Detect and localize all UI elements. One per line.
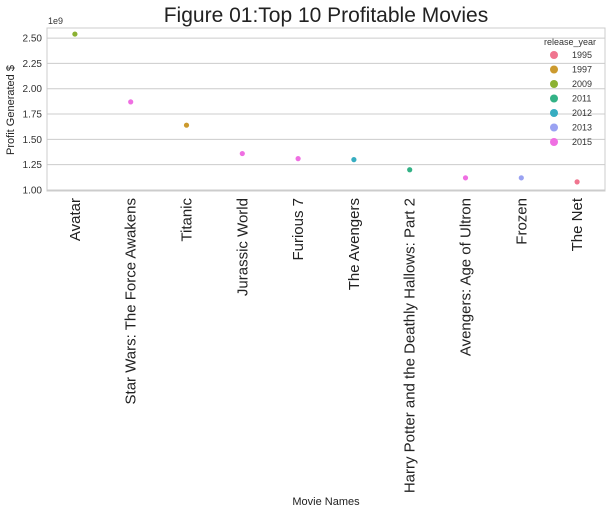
- legend-marker: [550, 51, 558, 59]
- x-tick-label: Jurassic World: [234, 198, 251, 296]
- y-tick-label: 1.00: [23, 185, 43, 196]
- x-tick-label: Avengers: Age of Ultron: [458, 198, 475, 356]
- legend-label: 2012: [572, 108, 592, 118]
- data-point: [351, 157, 357, 163]
- x-tick-label: Harry Potter and the Deathly Hallows: Pa…: [402, 198, 419, 493]
- y-tick-label: 2.00: [23, 84, 43, 95]
- legend-label: 2013: [572, 123, 592, 133]
- legend: release_year 1995 1997 2009 2011 2012 2013 201…: [544, 37, 596, 147]
- legend-title: release_year: [544, 37, 596, 47]
- data-point: [72, 31, 78, 37]
- legend-marker: [550, 109, 558, 117]
- legend-marker: [550, 65, 558, 74]
- x-tick-label: Star Wars: The Force Awakens: [123, 198, 140, 404]
- data-point: [295, 156, 301, 162]
- x-tick-label: Avatar: [67, 198, 84, 241]
- x-tick-label: Furious 7: [290, 198, 307, 261]
- data-point: [128, 99, 134, 105]
- legend-marker: [550, 94, 558, 103]
- plot-frame: [46, 27, 606, 192]
- x-tick-label: The Net: [569, 197, 586, 251]
- y-tick-label: 2.25: [23, 59, 43, 70]
- data-point: [407, 167, 413, 173]
- legend-marker: [550, 138, 558, 146]
- x-tick-label: Titanic: [179, 198, 196, 242]
- y-tick-label: 2.50: [23, 34, 43, 45]
- grid: [47, 37, 605, 191]
- legend-items: 1995 1997 2009 2011 2012 2013 2015: [550, 50, 592, 147]
- y-ticks: 1.00 1.25 1.50 1.75 2.00 2.25 2.50: [23, 34, 43, 197]
- y-tick-label: 1.75: [23, 110, 43, 121]
- x-tick-label: Frozen: [513, 198, 530, 245]
- legend-marker: [550, 80, 558, 88]
- legend-label: 2015: [572, 137, 592, 147]
- legend-label: 1995: [572, 50, 592, 60]
- legend-label: 2011: [572, 94, 591, 104]
- x-ticks: Avatar Star Wars: The Force Awakens Titani…: [67, 197, 586, 493]
- data-point: [518, 175, 524, 181]
- x-tick-label: The Avengers: [346, 198, 363, 290]
- legend-label: 2009: [572, 79, 592, 89]
- y-tick-label: 1.50: [23, 135, 43, 146]
- data-point: [183, 122, 190, 128]
- chart-title: Figure 01:Top 10 Profitable Movies: [164, 4, 489, 27]
- y-offset-label: 1e9: [48, 16, 63, 26]
- data-point: [239, 150, 245, 157]
- legend-marker: [550, 123, 558, 132]
- data-points: [72, 31, 580, 185]
- legend-label: 1997: [572, 65, 592, 75]
- y-tick-label: 1.25: [23, 160, 43, 171]
- x-axis-label: Movie Names: [292, 496, 360, 508]
- data-point: [574, 179, 580, 185]
- data-point: [462, 175, 469, 181]
- y-axis-label: Profit Generated $: [5, 65, 17, 155]
